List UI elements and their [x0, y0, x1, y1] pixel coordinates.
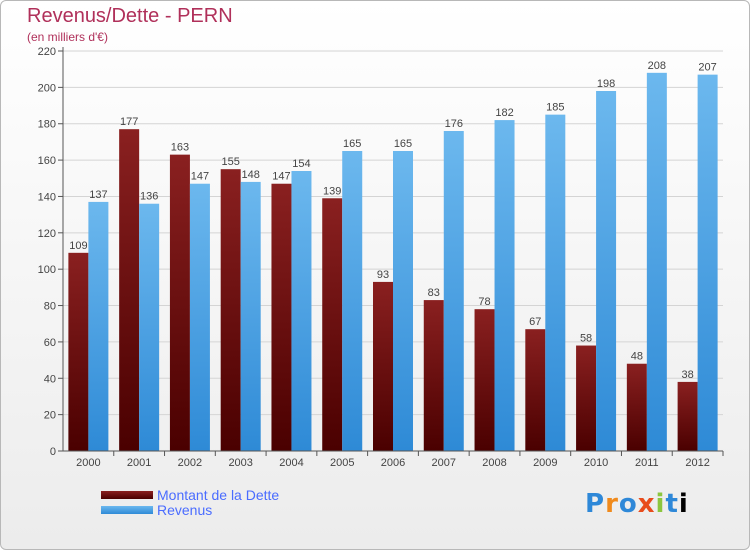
x-tick-label: 2004: [279, 457, 303, 469]
data-label-revenue: 185: [546, 102, 564, 114]
legend-label-revenue: Revenus: [157, 501, 213, 518]
bar-debt: [423, 300, 444, 451]
x-tick-label: 2002: [178, 457, 202, 469]
data-label-revenue: 147: [191, 171, 209, 183]
data-label-debt: 155: [222, 156, 240, 168]
bar-debt: [525, 329, 546, 451]
data-label-debt: 93: [377, 269, 389, 281]
bar-debt: [220, 169, 241, 451]
bar-revenue: [494, 120, 515, 451]
data-label-debt: 67: [529, 316, 541, 328]
data-label-debt: 38: [681, 369, 693, 381]
legend-swatch-debt: [101, 490, 153, 499]
bar-debt: [68, 252, 89, 451]
x-tick-label: 2006: [381, 457, 405, 469]
y-tick-label: 40: [44, 373, 56, 385]
bar-debt: [474, 309, 495, 451]
data-label-debt: 58: [580, 333, 592, 345]
y-tick-label: 80: [44, 301, 56, 313]
x-tick-label: 2008: [482, 457, 506, 469]
bar-revenue: [240, 181, 261, 451]
bar-revenue: [545, 114, 566, 452]
data-label-revenue: 165: [343, 138, 361, 150]
bar-debt: [271, 183, 292, 451]
y-tick-label: 100: [38, 264, 56, 276]
x-tick-label: 2003: [228, 457, 252, 469]
bar-revenue: [291, 171, 312, 451]
bar-revenue: [139, 203, 160, 451]
x-tick-label: 2005: [330, 457, 354, 469]
y-tick-label: 140: [38, 191, 56, 203]
chart-subtitle: (en milliers d'€): [27, 30, 108, 44]
y-tick-label: 180: [38, 119, 56, 131]
bar-debt: [626, 363, 647, 451]
data-label-revenue: 136: [140, 191, 158, 203]
data-label-debt: 139: [323, 185, 341, 197]
data-label-revenue: 182: [495, 107, 513, 119]
data-label-debt: 83: [428, 287, 440, 299]
chart-title: Revenus/Dette - PERN: [27, 5, 233, 27]
x-tick-label: 2010: [584, 457, 608, 469]
data-label-revenue: 176: [445, 118, 463, 130]
data-label-revenue: 165: [394, 138, 412, 150]
y-tick-label: 20: [44, 410, 56, 422]
bar-revenue: [443, 131, 464, 451]
proxiti-logo: Proxiti: [585, 489, 689, 519]
bar-revenue: [88, 201, 109, 451]
data-label-revenue: 154: [292, 158, 310, 170]
data-label-revenue: 137: [89, 189, 107, 201]
y-tick-label: 60: [44, 337, 56, 349]
bar-revenue: [189, 183, 210, 451]
y-tick-label: 120: [38, 228, 56, 240]
axes: 0 20 40 60 80 100 120 140 160 180 200 220 2000 2001 20…: [38, 46, 724, 469]
y-tick-label: 0: [50, 446, 56, 458]
bar-debt: [373, 281, 393, 451]
y-tick-label: 160: [38, 155, 56, 167]
bar-debt: [169, 154, 190, 452]
data-label-debt: 147: [272, 171, 290, 183]
legend-label-debt: Montant de la Dette: [157, 486, 280, 503]
x-tick-label: 2001: [127, 457, 151, 469]
bar-debt: [119, 129, 140, 451]
y-tick-label: 200: [38, 82, 56, 94]
y-tick-label: 220: [38, 46, 56, 58]
bar-debt: [576, 345, 597, 451]
legend-item-revenue: Revenus: [101, 501, 279, 518]
legend: Montant de la Dette Revenus: [101, 486, 280, 518]
data-label-debt: 163: [171, 142, 189, 154]
bar-debt: [322, 198, 343, 451]
data-label-revenue: 198: [597, 78, 615, 90]
bar-revenue: [596, 91, 617, 451]
x-tick-label: 2009: [533, 457, 557, 469]
data-label-revenue: 148: [242, 169, 260, 181]
x-tick-label: 2011: [635, 457, 659, 469]
legend-swatch-revenue: [101, 505, 153, 514]
x-tick-label: 2012: [685, 457, 709, 469]
data-label-debt: 177: [120, 116, 138, 128]
data-label-debt: 48: [631, 351, 643, 363]
data-label-debt: 109: [69, 240, 87, 252]
x-tick-label: 2000: [76, 457, 100, 469]
bar-debt: [677, 381, 698, 451]
bar-revenue: [697, 74, 718, 452]
bar-revenue: [646, 72, 667, 452]
data-label-revenue: 208: [648, 60, 666, 72]
data-label-debt: 78: [478, 296, 490, 308]
data-label-revenue: 207: [698, 62, 716, 74]
bar-revenue: [393, 151, 413, 451]
legend-item-debt: Montant de la Dette: [101, 486, 280, 503]
bar-revenue: [342, 151, 363, 451]
bars: [68, 72, 718, 452]
x-tick-label: 2007: [432, 457, 456, 469]
